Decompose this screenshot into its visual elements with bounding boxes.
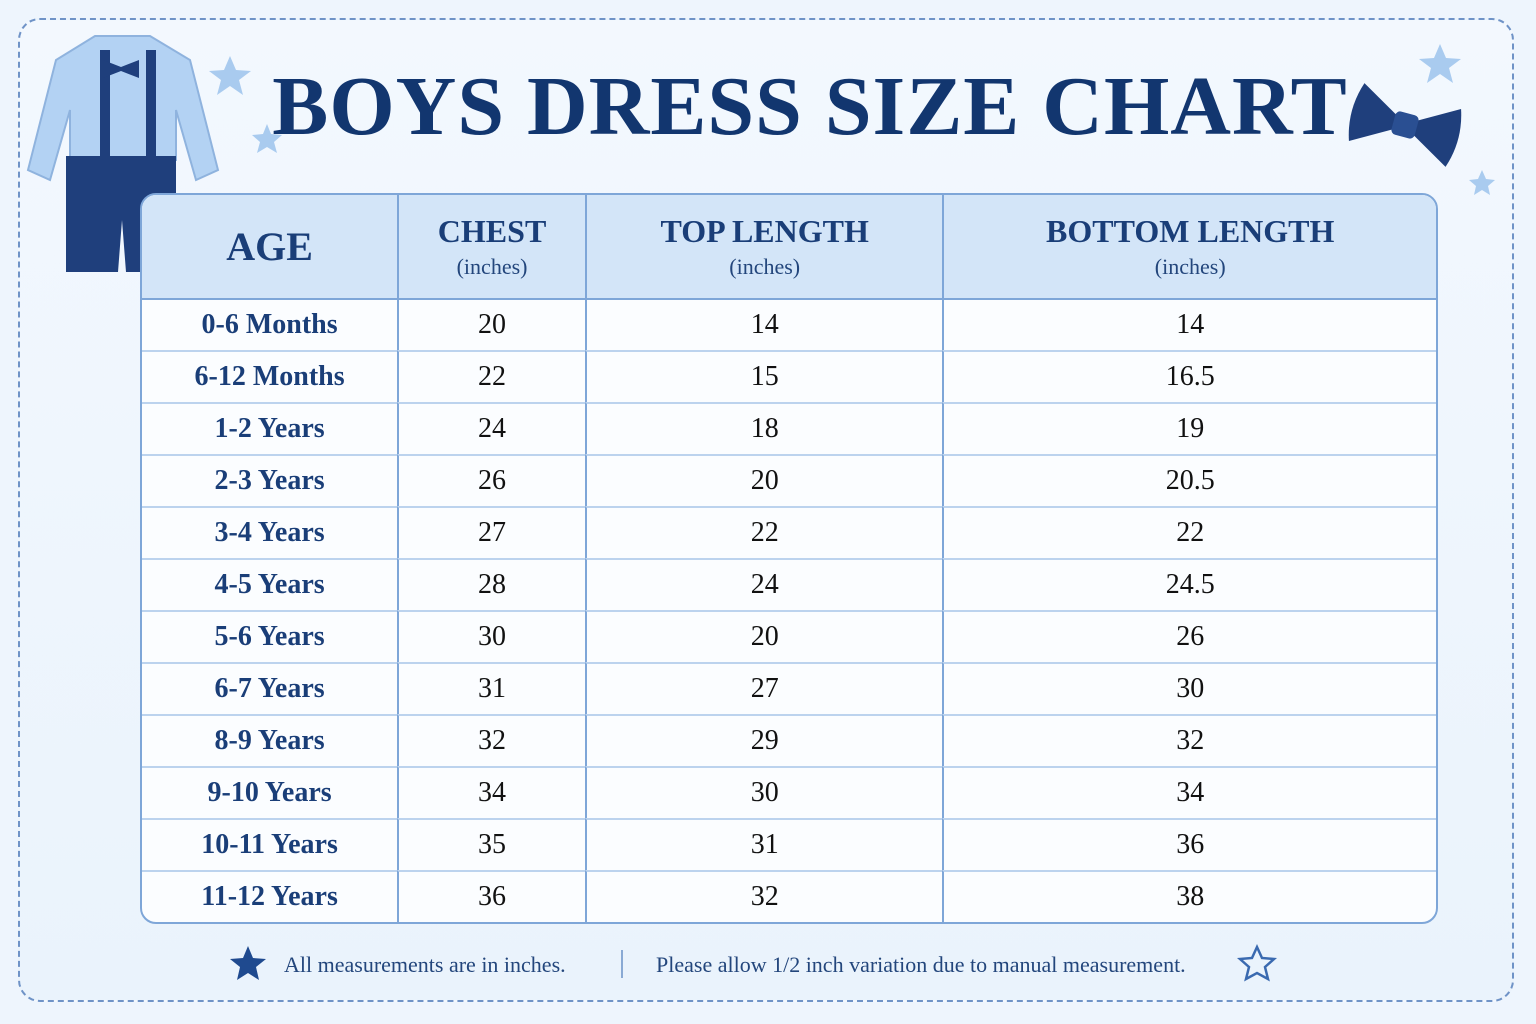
measurement-cell: 27 xyxy=(584,662,943,714)
footer-star-outline xyxy=(1236,943,1278,982)
age-cell: 8-9 Years xyxy=(142,714,398,766)
column-header: AGE xyxy=(142,195,398,300)
age-cell: 6-12 Months xyxy=(142,350,398,402)
measurement-cell: 26 xyxy=(397,454,585,506)
measurement-cell: 15 xyxy=(584,350,943,402)
measurement-cell: 29 xyxy=(584,714,943,766)
measurement-cell: 32 xyxy=(584,870,943,922)
measurement-cell: 14 xyxy=(942,300,1436,350)
measurement-cell: 28 xyxy=(397,558,585,610)
age-cell: 2-3 Years xyxy=(142,454,398,506)
column-header: CHEST (inches) xyxy=(397,195,585,300)
measurement-cell: 16.5 xyxy=(942,350,1436,402)
measurement-cell: 24 xyxy=(584,558,943,610)
table-row: 3-4 Years 27 22 22 xyxy=(142,506,1436,558)
table-row: 9-10 Years 34 30 34 xyxy=(142,766,1436,818)
column-name: CHEST xyxy=(437,213,547,249)
column-name: BOTTOM LENGTH xyxy=(1046,213,1335,249)
table-row: 6-12 Months 22 15 16.5 xyxy=(142,350,1436,402)
measurement-cell: 32 xyxy=(942,714,1436,766)
measurement-cell: 24 xyxy=(397,402,585,454)
measurement-cell: 35 xyxy=(397,818,585,870)
measurement-cell: 32 xyxy=(397,714,585,766)
age-cell: 3-4 Years xyxy=(142,506,398,558)
age-cell: 10-11 Years xyxy=(142,818,398,870)
measurement-cell: 31 xyxy=(584,818,943,870)
stars xyxy=(209,44,1495,195)
measurement-cell: 30 xyxy=(942,662,1436,714)
table-row: 4-5 Years 28 24 24.5 xyxy=(142,558,1436,610)
column-header: BOTTOM LENGTH (inches) xyxy=(942,195,1436,300)
measurement-cell: 36 xyxy=(942,818,1436,870)
column-header: TOP LENGTH (inches) xyxy=(584,195,943,300)
measurement-cell: 38 xyxy=(942,870,1436,922)
measurement-cell: 26 xyxy=(942,610,1436,662)
column-unit: (inches) xyxy=(729,254,801,279)
age-cell: 5-6 Years xyxy=(142,610,398,662)
footer-note: Please allow 1/2 inch variation due to m… xyxy=(656,952,1186,977)
age-cell: 9-10 Years xyxy=(142,766,398,818)
table-row: 0-6 Months 20 14 14 xyxy=(142,300,1436,350)
footer-star xyxy=(230,946,266,980)
table-row: 11-12 Years 36 32 38 xyxy=(142,870,1436,922)
measurement-cell: 24.5 xyxy=(942,558,1436,610)
measurement-cell: 20 xyxy=(584,610,943,662)
measurement-cell: 22 xyxy=(397,350,585,402)
table-row: 10-11 Years 35 31 36 xyxy=(142,818,1436,870)
measurement-cell: 14 xyxy=(584,300,943,350)
age-cell: 0-6 Months xyxy=(201,309,338,340)
measurement-cell: 36 xyxy=(397,870,585,922)
measurement-cell: 31 xyxy=(397,662,585,714)
table-row: 8-9 Years 32 29 32 xyxy=(142,714,1436,766)
measurement-cell: 34 xyxy=(397,766,585,818)
measurement-cell: 34 xyxy=(942,766,1436,818)
measurement-cell: 20 xyxy=(397,300,585,350)
age-cell: 4-5 Years xyxy=(142,558,398,610)
measurement-cell: 22 xyxy=(942,506,1436,558)
column-unit: (inches) xyxy=(456,254,528,279)
measurement-cell: 30 xyxy=(397,610,585,662)
bow-tie xyxy=(1348,83,1462,167)
footer-note: All measurements are in inches. xyxy=(284,952,566,977)
footer: All measurements are in inches. Please a… xyxy=(0,944,1536,984)
measurement-cell: 20 xyxy=(584,454,943,506)
table-row: 1-2 Years 24 18 19 xyxy=(142,402,1436,454)
column-unit: (inches) xyxy=(1154,254,1226,279)
table-row: 2-3 Years 26 20 20.5 xyxy=(142,454,1436,506)
measurement-cell: 27 xyxy=(397,506,585,558)
table-row: 5-6 Years 30 20 26 xyxy=(142,610,1436,662)
title: BOYS DRESS SIZE CHART xyxy=(272,60,1348,153)
measurement-cell: 18 xyxy=(584,402,943,454)
size-table: AGE CHEST (inches) TOP LENGTH (inches) BOTTOM… xyxy=(140,193,1438,924)
measurement-cell: 22 xyxy=(584,506,943,558)
table-row: 6-7 Years 31 27 30 xyxy=(142,662,1436,714)
age-cell: 1-2 Years xyxy=(142,402,398,454)
column-name: TOP LENGTH xyxy=(660,213,869,249)
age-cell: 11-12 Years xyxy=(142,870,398,922)
measurement-cell: 30 xyxy=(584,766,943,818)
measurement-cell: 19 xyxy=(942,402,1436,454)
measurement-cell: 20.5 xyxy=(942,454,1436,506)
age-cell: 6-7 Years xyxy=(142,662,398,714)
column-name: AGE xyxy=(226,224,313,269)
